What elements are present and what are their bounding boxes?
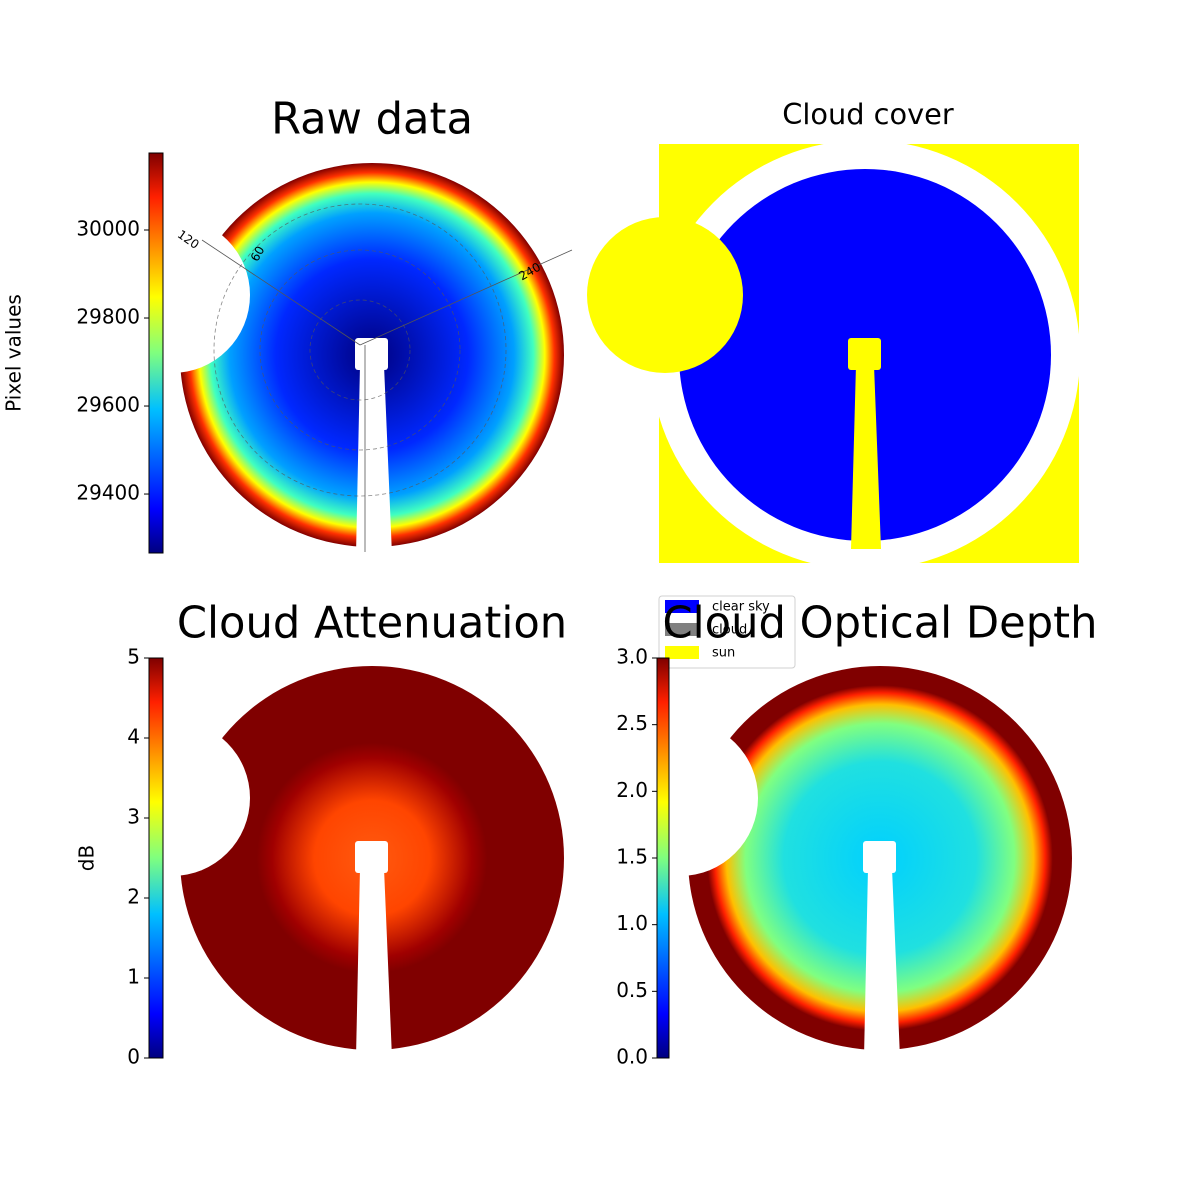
y-tick-label: 2.5: [616, 711, 648, 735]
mask: [356, 868, 392, 1058]
panel-title: Cloud Attenuation: [177, 599, 567, 649]
y-tick-label: 3: [127, 805, 140, 829]
legend-swatch: [665, 600, 699, 613]
y-tick-label: 4: [127, 725, 140, 749]
y-tick-label: 2.0: [616, 778, 648, 802]
y-tick-label: 0.0: [616, 1045, 648, 1069]
y-tick-label: 0: [127, 1045, 140, 1069]
y-tick-label: 29600: [76, 393, 140, 417]
mask: [864, 868, 900, 1058]
y-tick-label: 29800: [76, 305, 140, 329]
mask: [863, 841, 896, 873]
legend-swatch: [665, 623, 699, 636]
colorbar: [656, 657, 670, 1059]
polar-spoke: [359, 249, 573, 346]
mask: [587, 217, 743, 373]
panel-title: Cloud cover: [782, 97, 954, 131]
mask: [602, 720, 758, 876]
legend-swatch: [665, 646, 699, 659]
polar-grid: [259, 249, 461, 451]
sun-disk: [848, 338, 881, 370]
y-tick-label: 1.5: [616, 845, 648, 869]
y-tick-label: 5: [127, 645, 140, 669]
colorbar: [148, 657, 164, 1059]
y-tick-label: 0.5: [616, 978, 648, 1002]
y-tick-label: 30000: [76, 217, 140, 241]
mask: [355, 841, 388, 873]
polar-grid: [213, 203, 507, 497]
y-tick-label: 2: [127, 885, 140, 909]
colorbar: [148, 152, 164, 554]
legend-label: sun: [712, 646, 735, 661]
y-axis-label: Pixel values: [2, 294, 26, 412]
polar-label: 60: [248, 244, 268, 264]
y-tick-label: 1: [127, 965, 140, 989]
panel-title: Cloud Optical Depth: [663, 599, 1098, 649]
mask: [94, 217, 250, 373]
legend-label: clear sky: [712, 600, 770, 615]
y-tick-label: 3.0: [616, 645, 648, 669]
sun-strip: [851, 365, 881, 549]
polar-grid: [309, 299, 411, 401]
y-tick-label: 1.0: [616, 911, 648, 935]
mask: [355, 338, 388, 370]
mask: [94, 720, 250, 876]
y-axis-label: dB: [75, 845, 99, 871]
legend-label: cloud: [712, 623, 747, 638]
y-tick-label: 29400: [76, 481, 140, 505]
polar-spoke: [201, 239, 361, 346]
panel-title: Raw data: [271, 95, 473, 145]
